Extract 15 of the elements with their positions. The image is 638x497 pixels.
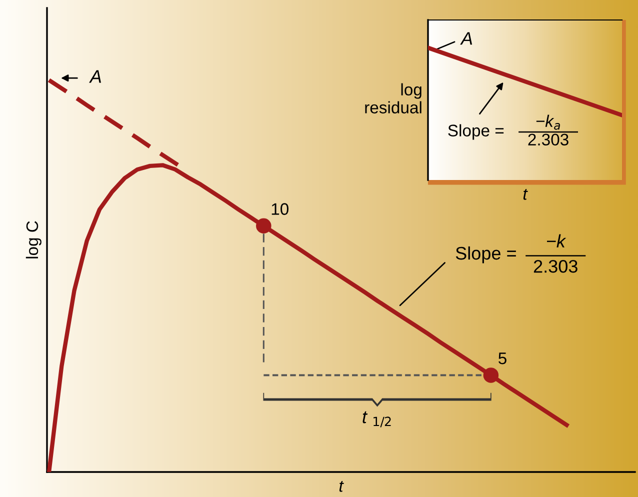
annotation: −k bbox=[546, 234, 566, 248]
annotation: Slope = bbox=[456, 246, 516, 264]
annotation: A bbox=[89, 70, 101, 83]
text: A bbox=[460, 32, 472, 45]
annotation: 10 bbox=[272, 203, 288, 215]
annotation: −k$_{a}$ bbox=[536, 114, 560, 130]
annotation: 5 bbox=[498, 352, 506, 364]
annotation: 2.303 bbox=[528, 134, 568, 146]
x-axis-title: t bbox=[339, 480, 344, 492]
y-axis-title: log C bbox=[26, 221, 42, 258]
annotation: 2.303 bbox=[534, 260, 578, 273]
y-axis-title: log residual bbox=[365, 83, 422, 114]
x-axis-title: t bbox=[523, 188, 528, 200]
annotation: t $_{1/2}$ bbox=[362, 411, 391, 428]
annotation: Slope = bbox=[448, 124, 504, 140]
